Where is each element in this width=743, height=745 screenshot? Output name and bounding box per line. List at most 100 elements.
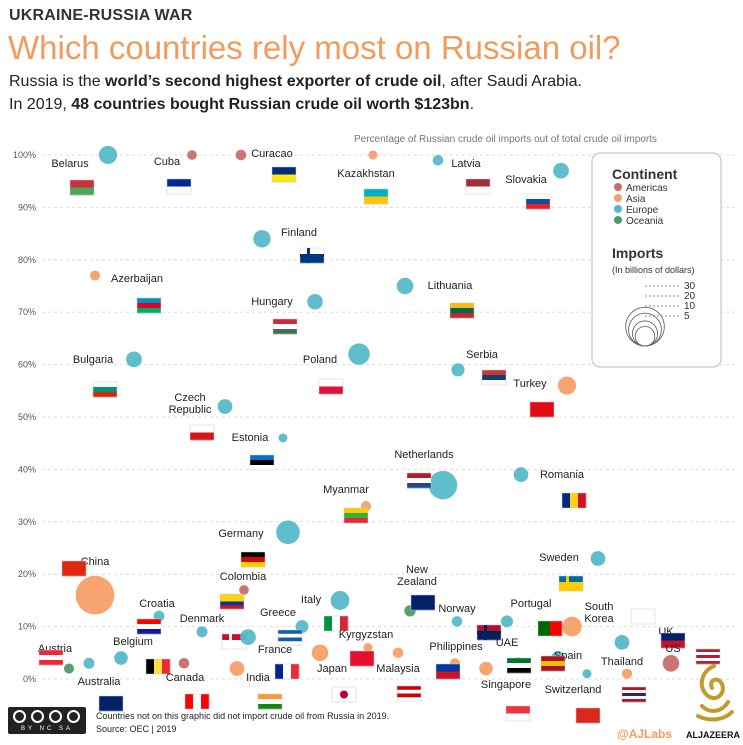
legend-swatch-oceania <box>614 216 622 224</box>
flag-colombia-icon <box>220 594 244 609</box>
label-belgium: Belgium <box>113 636 153 648</box>
bubble-hungary <box>307 294 323 310</box>
y-tick-label: 40% <box>18 464 36 474</box>
legend-label-oceania: Oceania <box>626 216 664 227</box>
y-tick-label: 70% <box>18 307 36 317</box>
label-japan: Japan <box>317 663 347 675</box>
flag-romania-icon <box>562 493 586 508</box>
by-icon <box>31 710 44 723</box>
label-philippines: Philippines <box>429 641 483 653</box>
label-slovakia: Slovakia <box>505 174 547 186</box>
label-latvia: Latvia <box>451 158 481 170</box>
bubble-canada <box>179 658 190 669</box>
bubble-portugal <box>501 615 513 627</box>
label-cuba: Cuba <box>154 156 181 168</box>
flag-hungary-icon <box>273 319 297 334</box>
label-portugal: Portugal <box>511 598 552 610</box>
flag-netherlands-icon <box>407 473 431 488</box>
nc-icon <box>49 710 62 723</box>
aljazeera-calligraphy-icon <box>690 662 738 724</box>
bubble-austria <box>84 658 95 669</box>
aljazeera-logo: ALJAZEERA <box>690 662 738 740</box>
flag-bulgaria-icon <box>93 382 117 397</box>
flag-malaysia-icon <box>397 686 421 701</box>
flag-kyrgyzstan-icon <box>350 651 374 666</box>
label-italy: Italy <box>301 594 322 606</box>
flag-croatia-icon <box>137 619 161 634</box>
bubble-belarus <box>99 146 117 164</box>
bubble-japan <box>312 644 329 661</box>
label-denmark: Denmark <box>180 613 225 625</box>
label-norway: Norway <box>438 603 476 615</box>
flag-slovakia-icon <box>526 194 550 209</box>
y-tick-label: 80% <box>18 255 36 265</box>
bubble-singapore <box>479 662 493 676</box>
bubble-estonia <box>278 433 287 442</box>
flag-germany-icon <box>241 552 265 567</box>
label-switzerland: Switzerland <box>545 684 602 696</box>
bubble-colombia <box>239 585 249 595</box>
bubble-uk <box>615 635 630 650</box>
bubble-denmark <box>197 626 208 637</box>
flag-cuba-icon <box>167 179 191 194</box>
legend-size-label: 5 <box>684 311 690 322</box>
label-estonia: Estonia <box>232 432 270 444</box>
flag-france-icon <box>275 664 299 679</box>
label-croatia: Croatia <box>139 598 175 610</box>
bubble-south-korea <box>562 617 582 637</box>
flag-sweden-icon <box>559 576 583 591</box>
bubble-serbia <box>451 363 464 376</box>
bubble-belgium <box>114 651 128 665</box>
label-colombia: Colombia <box>220 571 267 583</box>
y-tick-label: 20% <box>18 569 36 579</box>
legend-swatch-europe <box>614 205 622 213</box>
bubble-romania <box>514 467 529 482</box>
label-malaysia: Malaysia <box>376 663 420 675</box>
flag-turkey-icon <box>530 402 554 417</box>
bubble-slovakia <box>553 163 569 179</box>
flag-philippines-icon <box>436 664 460 679</box>
bubble-sweden <box>591 551 606 566</box>
label-czech-republic: Republic <box>169 404 212 416</box>
label-germany: Germany <box>218 528 264 540</box>
label-czech-republic: Czech <box>174 392 205 404</box>
label-uae: UAE <box>496 637 519 649</box>
creative-commons-badge: BY NC SA <box>8 707 86 734</box>
flag-myanmar-icon <box>344 508 368 523</box>
y-tick-label: 50% <box>18 412 36 422</box>
label-turkey: Turkey <box>513 378 547 390</box>
flag-serbia-icon <box>482 370 506 385</box>
legend-label-europe: Europe <box>626 205 659 216</box>
bubble-turkey <box>558 376 576 394</box>
legend-swatch-americas <box>614 183 622 191</box>
legend-label-americas: Americas <box>626 183 668 194</box>
flag-south-korea-icon <box>631 609 655 624</box>
bubble-latvia <box>433 155 444 166</box>
flag-curacao-icon <box>272 167 296 182</box>
bubble-malaysia <box>393 648 404 659</box>
flag-finland-icon <box>300 248 324 263</box>
bubble-finland <box>253 230 270 247</box>
flag-uae-icon <box>507 658 531 673</box>
flag-spain-icon <box>541 656 565 671</box>
label-belarus: Belarus <box>51 158 89 170</box>
label-france: France <box>258 644 292 656</box>
flag-new-zealand-icon <box>411 595 435 610</box>
y-tick-label: 0% <box>23 674 36 684</box>
flag-canada-icon <box>185 694 209 709</box>
label-canada: Canada <box>166 672 205 684</box>
flag-singapore-icon <box>506 706 530 721</box>
flag-azerbaijan-icon <box>137 298 161 313</box>
flag-china-icon <box>62 561 86 576</box>
bubble-poland <box>348 343 369 364</box>
label-myanmar: Myanmar <box>323 484 369 496</box>
label-new-zealand: New <box>406 564 428 576</box>
label-curacao: Curacao <box>251 148 293 160</box>
flag-estonia-icon <box>250 455 274 470</box>
flag-thailand-icon <box>622 687 646 702</box>
y-tick-label: 60% <box>18 360 36 370</box>
label-azerbaijan: Azerbaijan <box>111 273 163 285</box>
label-kyrgyzstan: Kyrgyzstan <box>339 629 393 641</box>
bubble-lithuania <box>397 278 414 295</box>
